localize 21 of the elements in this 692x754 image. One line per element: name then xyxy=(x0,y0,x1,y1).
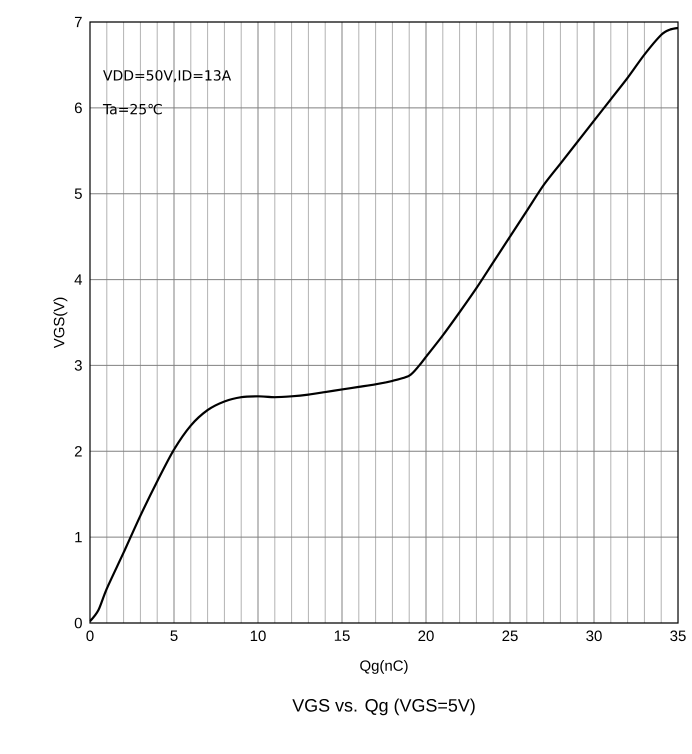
x-tick-label: 25 xyxy=(502,630,518,642)
x-axis-title: Qg(nC) xyxy=(360,660,408,674)
annotation: VDD=50V,ID=13A xyxy=(103,70,232,82)
y-axis-title: VGS(V) xyxy=(53,298,68,348)
y-tick-label: 1 xyxy=(75,532,82,542)
y-tick-label: 6 xyxy=(74,102,82,114)
x-tick-label: 20 xyxy=(418,630,434,642)
y-tick-label: 7 xyxy=(74,16,82,28)
y-tick-label: 2 xyxy=(74,446,82,456)
x-tick-label: 15 xyxy=(334,630,350,641)
y-tick-label: 5 xyxy=(74,188,82,199)
y-tick-label: 3 xyxy=(74,360,82,371)
text: VGS vs. Qg (VGS=5V) xyxy=(292,698,475,716)
x-tick-label: 0 xyxy=(86,630,94,642)
y-tick-label: 0 xyxy=(74,618,82,628)
y-tick-label: 4 xyxy=(74,274,82,285)
x-tick-label: 35 xyxy=(670,630,686,642)
x-tick-label: 10 xyxy=(250,630,266,642)
x-tick-label: 5 xyxy=(170,630,178,641)
x-tick-label: 30 xyxy=(586,630,602,642)
annotation: Ta=25℃ xyxy=(102,104,162,114)
